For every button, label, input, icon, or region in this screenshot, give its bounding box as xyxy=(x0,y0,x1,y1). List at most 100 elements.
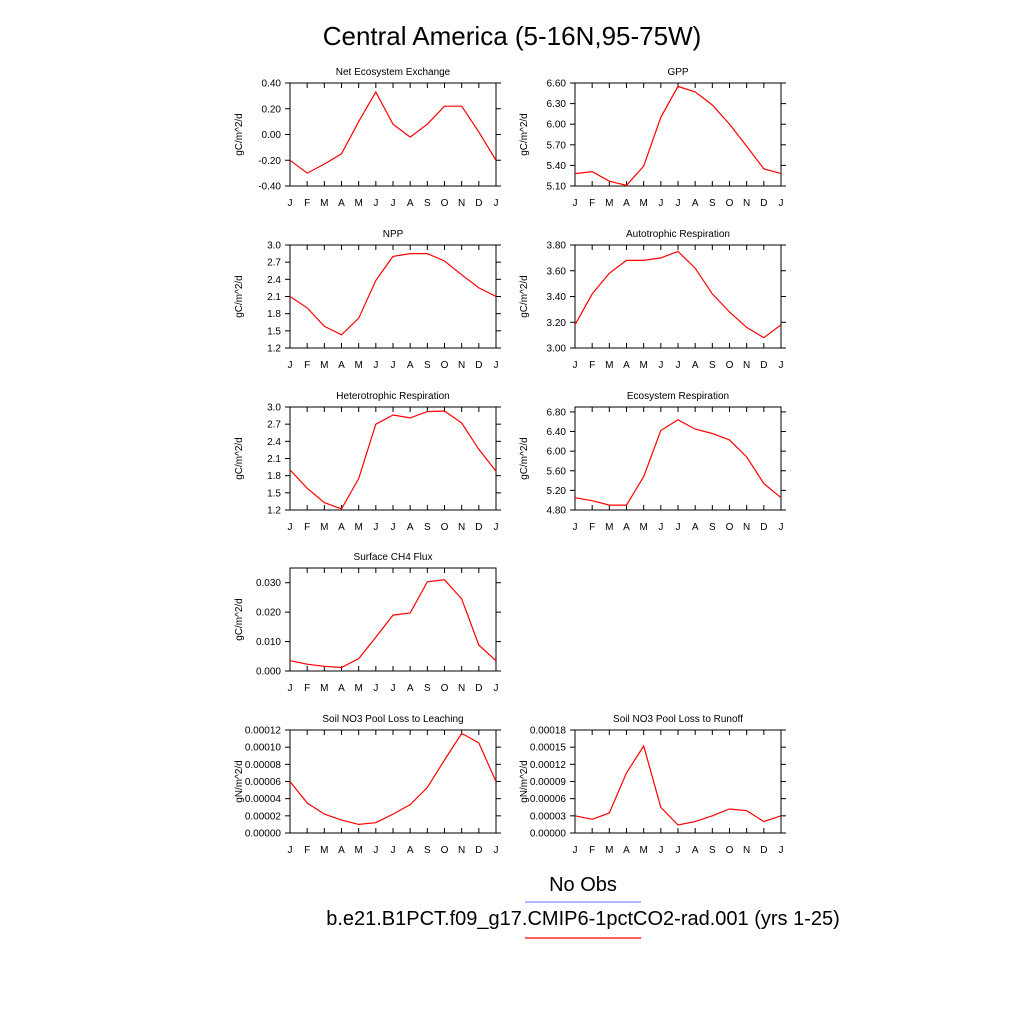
panel-5: Ecosystem Respiration 6.80 6.40 6.00 5.60 5.2… xyxy=(519,391,786,533)
y-tick-label: 6.00 xyxy=(547,447,567,458)
x-tick-label: J xyxy=(288,522,293,533)
y-tick-label: 0.00006 xyxy=(245,777,282,788)
y-tick-label: 1.8 xyxy=(267,309,281,320)
series-line xyxy=(574,744,782,826)
plot-frame xyxy=(574,406,782,511)
x-tick-label: F xyxy=(304,522,310,533)
x-tick-label: S xyxy=(424,360,431,371)
panel-title: NPP xyxy=(383,229,404,240)
x-tick-label: A xyxy=(623,360,630,371)
x-tick-label: J xyxy=(494,360,499,371)
x-tick-label: A xyxy=(407,360,414,371)
y-tick-label: 5.40 xyxy=(547,161,567,172)
x-tick-label: A xyxy=(407,845,414,856)
x-tick-label: A xyxy=(338,522,345,533)
panel-title: Ecosystem Respiration xyxy=(627,391,729,402)
panel-title: Autotrophic Respiration xyxy=(626,229,730,240)
x-tick-label: J xyxy=(373,845,378,856)
y-tick-label: 0.00010 xyxy=(245,743,282,754)
x-tick-label: J xyxy=(779,522,784,533)
x-tick-label: S xyxy=(424,198,431,209)
x-tick-label: M xyxy=(354,845,362,856)
x-tick-label: J xyxy=(391,522,396,533)
x-tick-label: F xyxy=(589,522,595,533)
series-line xyxy=(289,732,497,826)
x-tick-label: M xyxy=(320,198,328,209)
y-tick-label: 0.00006 xyxy=(530,794,567,805)
x-tick-label: M xyxy=(605,360,613,371)
x-tick-label: N xyxy=(458,683,465,694)
x-tick-label: A xyxy=(407,198,414,209)
x-tick-label: S xyxy=(424,845,431,856)
y-axis-label: gC/m^2/d xyxy=(234,598,245,641)
x-tick-label: M xyxy=(320,360,328,371)
x-tick-label: J xyxy=(658,522,663,533)
x-tick-label: O xyxy=(726,360,734,371)
y-tick-label: 2.1 xyxy=(267,454,281,465)
plot-frame xyxy=(289,82,497,187)
y-tick-label: 1.8 xyxy=(267,471,281,482)
x-tick-label: D xyxy=(475,683,482,694)
y-tick-label: 1.5 xyxy=(267,488,281,499)
y-tick-label: 3.0 xyxy=(267,241,281,252)
y-tick-label: 2.7 xyxy=(267,420,281,431)
panel-4: Heterotrophic Respiration 3.0 2.7 2.4 2.1 1.8… xyxy=(234,391,501,533)
x-tick-label: J xyxy=(494,683,499,694)
x-tick-label: J xyxy=(779,198,784,209)
x-tick-label: M xyxy=(639,360,647,371)
series-line xyxy=(574,250,782,339)
x-tick-label: A xyxy=(623,198,630,209)
x-tick-label: M xyxy=(605,522,613,533)
y-axis-label: gN/m^2/d xyxy=(519,760,530,803)
y-tick-label: 6.30 xyxy=(547,99,567,110)
x-tick-label: J xyxy=(373,198,378,209)
x-tick-label: A xyxy=(623,845,630,856)
figure-title: Central America (5-16N,95-75W) xyxy=(323,21,702,51)
panel-title: Heterotrophic Respiration xyxy=(336,391,449,402)
series-line xyxy=(574,85,782,186)
x-tick-label: A xyxy=(338,198,345,209)
y-tick-label: 0.40 xyxy=(262,79,282,90)
y-tick-label: 6.40 xyxy=(547,427,567,438)
plot-frame xyxy=(574,729,782,834)
x-tick-label: O xyxy=(441,845,449,856)
y-tick-label: 4.80 xyxy=(547,506,567,517)
x-tick-label: A xyxy=(692,845,699,856)
y-tick-label: 0.000 xyxy=(256,667,281,678)
y-tick-label: 6.80 xyxy=(547,407,567,418)
x-tick-label: J xyxy=(288,845,293,856)
panel-7: Soil NO3 Pool Loss to Leaching 0.00012 0.0… xyxy=(234,714,501,856)
y-tick-label: 3.40 xyxy=(547,292,567,303)
x-tick-label: O xyxy=(441,522,449,533)
y-tick-label: 0.00003 xyxy=(530,811,567,822)
y-tick-label: 2.7 xyxy=(267,258,281,269)
x-tick-label: A xyxy=(692,522,699,533)
plot-frame xyxy=(289,567,497,672)
series-line xyxy=(289,90,497,174)
x-tick-label: D xyxy=(475,198,482,209)
x-tick-label: M xyxy=(605,198,613,209)
x-tick-label: M xyxy=(354,522,362,533)
x-tick-label: M xyxy=(320,522,328,533)
x-tick-label: D xyxy=(475,360,482,371)
x-tick-label: J xyxy=(391,845,396,856)
series-line xyxy=(289,253,497,336)
x-tick-label: M xyxy=(320,683,328,694)
x-tick-label: J xyxy=(288,198,293,209)
y-tick-label: 6.00 xyxy=(547,120,567,131)
panel-title: GPP xyxy=(667,67,688,78)
y-tick-label: 2.4 xyxy=(267,275,281,286)
x-tick-label: N xyxy=(458,198,465,209)
legend: No Obs b.e21.B1PCT.f09_g17.CMIP6-1pctCO2… xyxy=(326,874,840,939)
x-tick-label: J xyxy=(494,198,499,209)
x-tick-label: J xyxy=(658,198,663,209)
x-tick-label: A xyxy=(407,683,414,694)
x-tick-label: J xyxy=(573,360,578,371)
x-tick-label: M xyxy=(320,845,328,856)
series-line xyxy=(289,410,497,510)
panel-title: Soil NO3 Pool Loss to Leaching xyxy=(322,714,463,725)
y-tick-label: -0.20 xyxy=(258,156,281,167)
y-tick-label: 3.00 xyxy=(547,344,567,355)
x-tick-label: F xyxy=(304,683,310,694)
x-tick-label: J xyxy=(676,522,681,533)
